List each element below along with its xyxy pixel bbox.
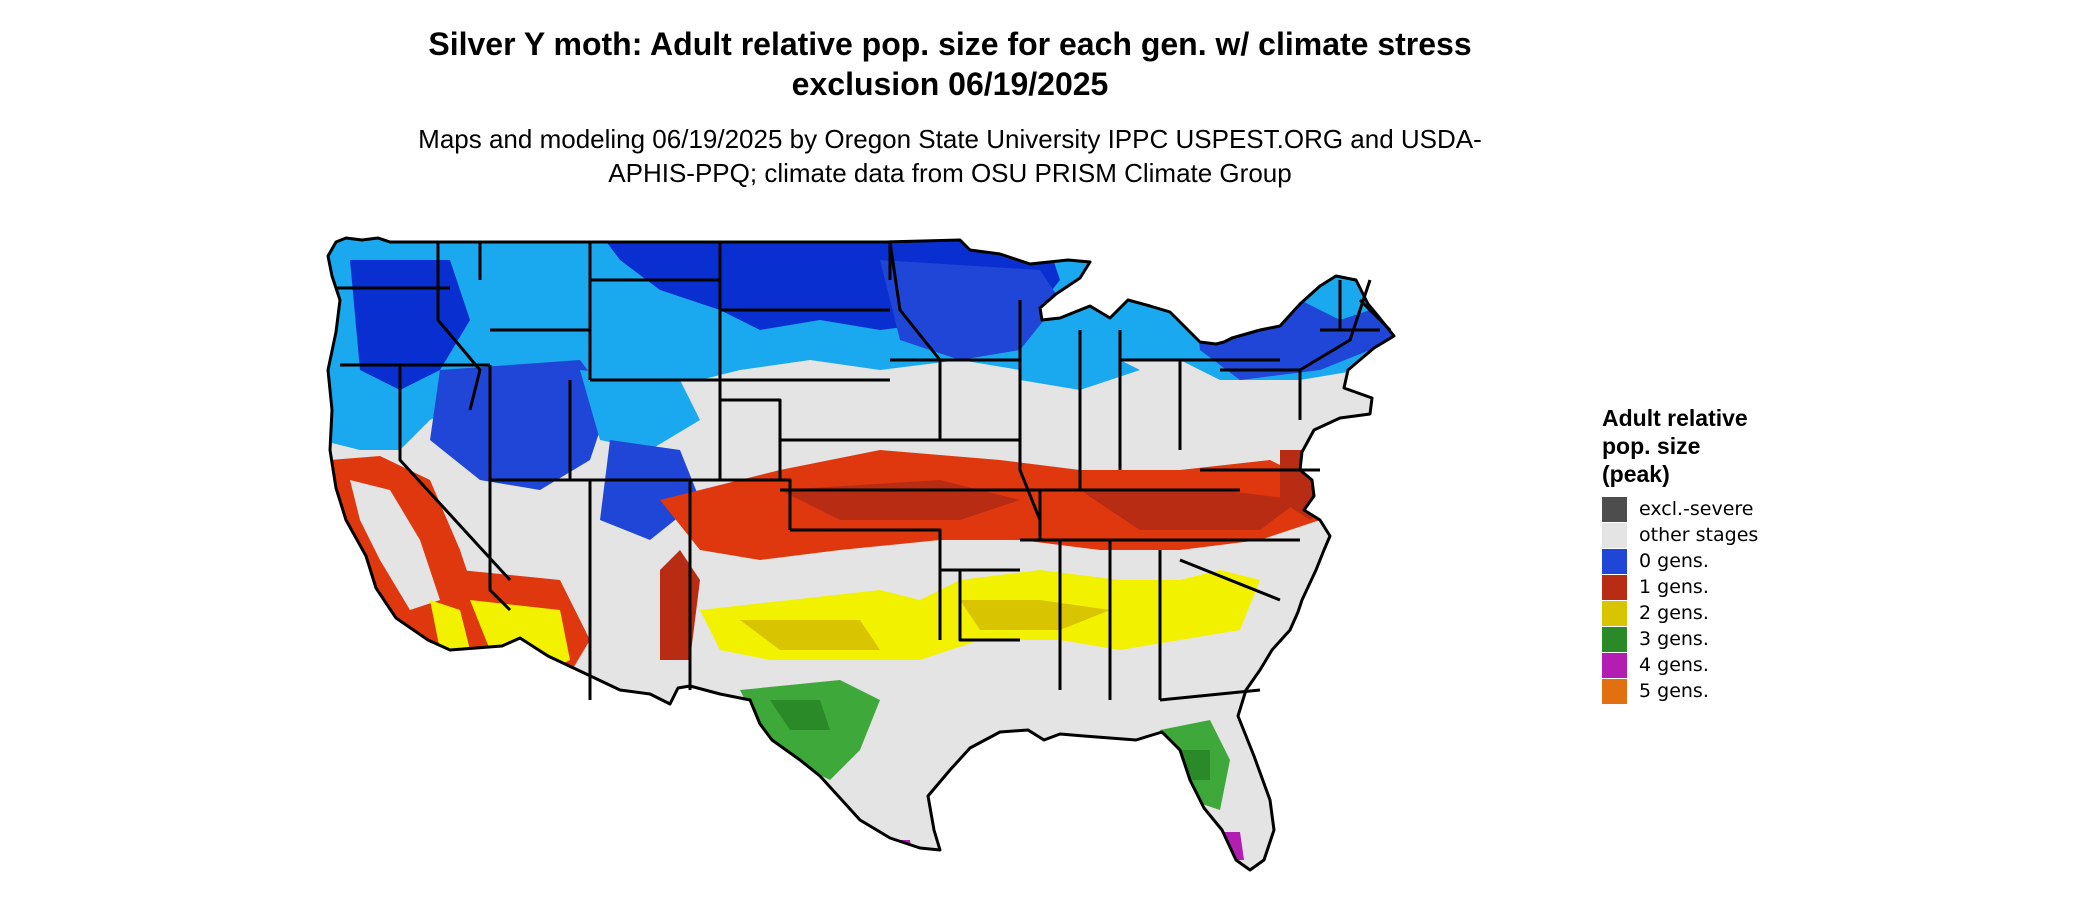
legend-item: other stages [1602,522,1842,548]
legend-item: 3 gens. [1602,626,1842,652]
legend-swatch [1602,548,1627,574]
us-map-svg [326,236,1396,872]
legend-label: 5 gens. [1639,680,1709,702]
border-wa-id [436,242,482,411]
us-map [320,220,1580,892]
zone-4gens-florida-tip [1210,832,1244,860]
legend-item: 4 gens. [1602,652,1842,678]
border-ga-fl [1159,688,1261,702]
border-ne-ks [720,398,782,480]
legend-item: 0 gens. [1602,548,1842,574]
legend-item: 2 gens. [1602,600,1842,626]
legend-label: 3 gens. [1639,628,1709,650]
zone-2gens-texas [740,620,880,650]
zone-0gens-utah [580,370,700,450]
border-ok-ks [690,478,792,530]
zone-2gens-alabama [960,600,1110,630]
border-ok-ar [790,528,942,640]
zone-3gens-texas-dark [770,700,830,730]
legend-label: excl.-severe [1639,498,1754,520]
zone-2gens-socal [430,600,470,650]
border-nv-ut [488,365,512,612]
legend-label: 0 gens. [1639,550,1709,572]
map-subtitle: Maps and modeling 06/19/2025 by Oregon S… [418,124,1482,188]
legend-items: excl.-severe other stages 0 gens. 1 gens… [1602,496,1842,704]
border-sc-nc [1179,558,1281,602]
legend-label: 2 gens. [1639,602,1709,624]
legend-swatch [1602,574,1627,600]
legend-swatch [1602,522,1627,548]
zone-other-central-valley [350,480,440,610]
legend-swatch [1602,496,1627,522]
state-boundaries [326,236,1396,872]
legend-swatch [1602,626,1627,652]
legend-swatch [1602,652,1627,678]
legend-item: excl.-severe [1602,496,1842,522]
legend-swatch [1602,600,1627,626]
border-la [958,570,1020,642]
border-mississippi [1018,300,1042,521]
zone-0gens-great-lakes [880,260,1060,360]
legend-label: 4 gens. [1639,654,1709,676]
legend-title: Adult relative pop. size (peak) [1602,405,1748,487]
border-ny-vt [1299,279,1372,372]
zone-0gens-dark-nw [350,260,470,390]
legend-label: 1 gens. [1639,576,1709,598]
legend-swatch [1602,678,1627,704]
zone-1gens-east-dark [1080,490,1300,530]
legend: Adult relative pop. size (peak) excl.-se… [1602,404,1842,704]
border-ca-nv [398,365,512,582]
map-title: Silver Y moth: Adult relative pop. size … [428,26,1472,102]
legend-item: 1 gens. [1602,574,1842,600]
border-mn-ia [888,241,942,440]
border-nh-me [1358,298,1392,332]
legend-item: 5 gens. [1602,678,1842,704]
legend-label: other stages [1639,524,1759,546]
